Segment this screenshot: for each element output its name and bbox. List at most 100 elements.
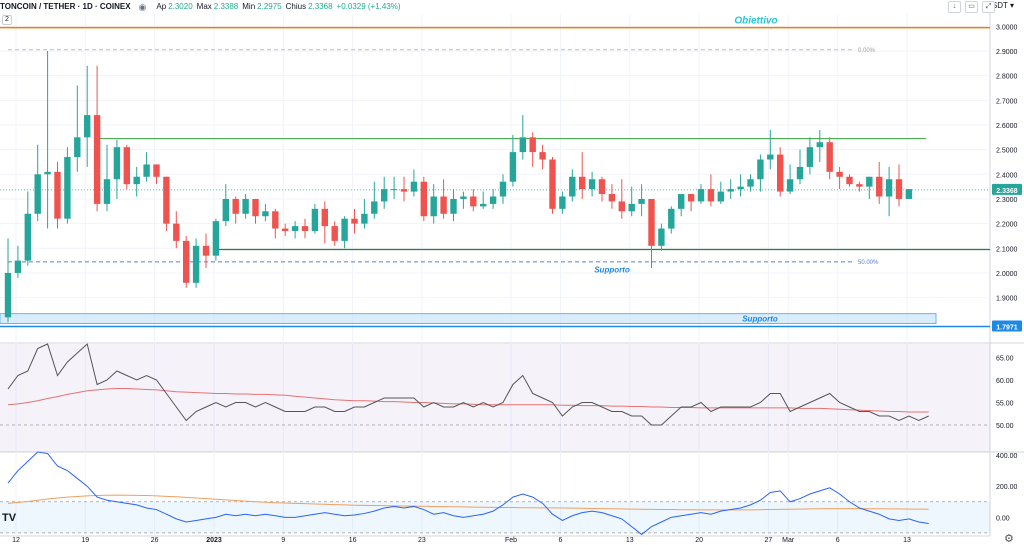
settings-gear-icon[interactable]: ⚙	[1004, 533, 1014, 545]
candle-body	[153, 164, 160, 177]
candle-body	[767, 154, 774, 160]
time-tick-label: 6	[836, 537, 840, 544]
candle-body	[93, 115, 101, 204]
cci-tick-label: 200.00	[996, 484, 1018, 491]
candle-body	[885, 179, 893, 197]
candle-body	[519, 137, 526, 153]
candle-body	[717, 191, 724, 202]
open-label: Ap	[156, 2, 167, 11]
candle-body	[618, 201, 625, 212]
candle-body	[678, 194, 685, 209]
time-tick-label: Feb	[505, 537, 517, 544]
candle-body	[668, 208, 675, 229]
candle-body	[905, 189, 913, 199]
candle-body	[747, 179, 754, 187]
open-value: 2.3020	[168, 2, 193, 11]
pane-controls: ↓ ▭ ⤢	[948, 1, 995, 13]
price-tick-label: 2.2000	[996, 222, 1018, 229]
candle-body	[727, 189, 734, 192]
move-down-icon[interactable]: ↓	[948, 1, 961, 13]
candle-body	[648, 198, 655, 246]
close-value: 2.3368	[308, 2, 333, 11]
bottom-price-badge-text: 1.7971	[996, 325, 1018, 332]
candle-body	[311, 208, 319, 232]
collapse-pane-icon[interactable]: ▭	[965, 1, 978, 13]
candle-body	[786, 179, 794, 192]
visibility-eye-icon[interactable]: ◉	[138, 2, 147, 12]
price-tick-label: 2.4000	[996, 172, 1018, 179]
time-tick-label: 26	[151, 537, 159, 544]
candle-body	[163, 176, 170, 224]
candle-body	[598, 179, 606, 195]
candle-body	[390, 189, 398, 191]
candle-body	[202, 245, 210, 256]
candle-body	[173, 223, 180, 241]
candle-body	[242, 198, 249, 214]
time-tick-label: 12	[12, 537, 20, 544]
price-tick-label: 2.5000	[996, 148, 1018, 155]
fib-0-label: 0.00%	[858, 48, 876, 54]
time-tick-label: 20	[695, 537, 703, 544]
candle-body	[796, 166, 804, 180]
candle-body	[371, 201, 378, 214]
candle-body	[816, 142, 823, 148]
candle-body	[212, 221, 220, 256]
fib-50-label: 50.00%	[858, 260, 879, 266]
rsi-tick-label: 65.00	[996, 356, 1014, 363]
candle-body	[638, 198, 645, 204]
time-tick-label: 2023	[206, 537, 222, 544]
candle-body	[707, 189, 715, 202]
cci-ma-line	[7, 494, 929, 511]
candle-body	[489, 196, 497, 204]
time-tick-label: 13	[626, 537, 634, 544]
candle-body	[539, 152, 546, 160]
candle-body	[410, 181, 418, 192]
candle-body	[143, 164, 150, 177]
candle-body	[420, 181, 427, 217]
candle-body	[133, 176, 140, 185]
price-tick-label: 2.3000	[996, 197, 1018, 204]
price-tick-label: 1.9000	[996, 296, 1018, 303]
price-tick-label: 2.6000	[996, 123, 1018, 130]
rsi-tick-label: 55.00	[996, 401, 1014, 408]
maximize-pane-icon[interactable]: ⤢	[982, 1, 995, 13]
candle-body	[4, 272, 12, 318]
candle-body	[450, 198, 457, 214]
price-tick-label: 2.9000	[996, 49, 1018, 56]
legend-collapse-toggle[interactable]: 2	[2, 15, 12, 25]
price-tick-label: 2.0000	[996, 271, 1018, 278]
candle-body	[440, 196, 447, 214]
candle-body	[628, 203, 635, 212]
candle-body	[430, 196, 437, 217]
cci-band	[0, 501, 990, 533]
candle-body	[24, 213, 31, 261]
chart-header: TONCOIN / TETHER · 1D · COINEX ◉ Ap 2.30…	[0, 0, 990, 14]
candle-body	[895, 179, 903, 199]
low-value: 2.2975	[257, 2, 282, 11]
candle-body	[64, 157, 71, 219]
candle-body	[282, 228, 289, 232]
candle-body	[876, 176, 883, 197]
time-tick-label: 6	[559, 537, 563, 544]
symbol-title[interactable]: TONCOIN / TETHER · 1D · COINEX	[0, 2, 131, 11]
candle-body	[856, 184, 863, 187]
candle-body	[826, 142, 833, 172]
currency-selector[interactable]: USDT ▾	[986, 1, 1014, 10]
time-tick-label: 9	[281, 537, 285, 544]
rsi-line	[7, 343, 929, 426]
candle-body	[757, 159, 764, 180]
cci-tick-label: 0.00	[996, 515, 1010, 522]
candle-body	[588, 179, 596, 190]
candle-body	[400, 189, 408, 192]
price-tick-label: 3.0000	[996, 24, 1018, 31]
price-tick-label: 2.8000	[996, 74, 1018, 81]
last-price-badge	[992, 183, 1022, 195]
candle-body	[608, 194, 616, 202]
rsi-tick-label: 50.00	[996, 423, 1014, 430]
support-zone-label: Supporto	[742, 315, 778, 324]
objective-label: Obiettivo	[734, 16, 777, 27]
candle-body	[262, 211, 269, 217]
candle-body	[103, 179, 111, 204]
candle-body	[341, 218, 348, 241]
